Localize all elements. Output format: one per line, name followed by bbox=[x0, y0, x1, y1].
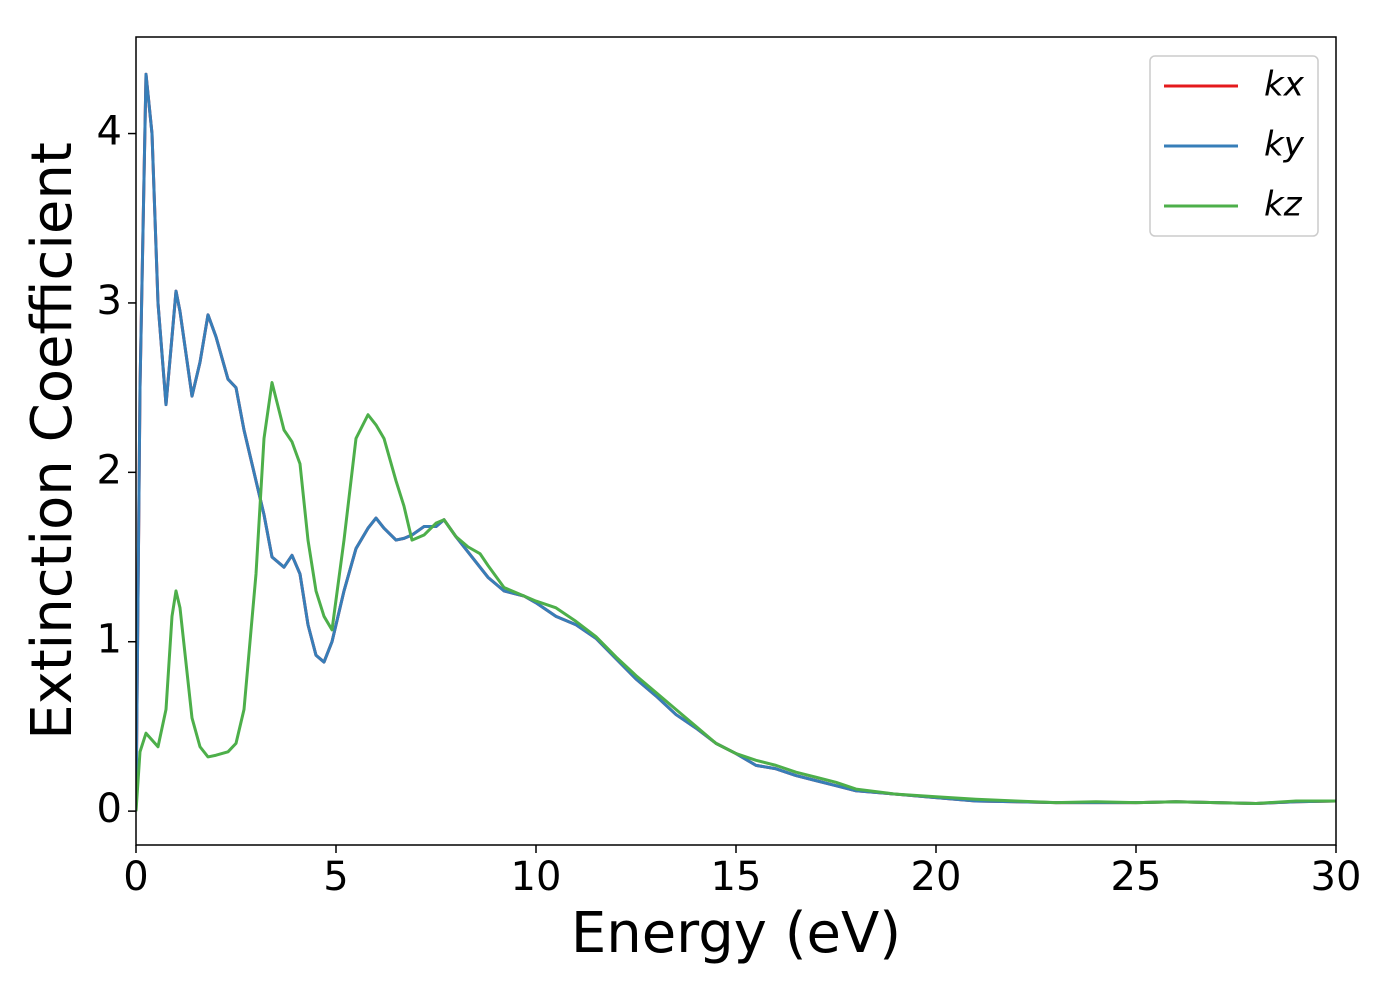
y-tick-label: 2 bbox=[97, 447, 122, 493]
x-tick-label: 0 bbox=[123, 854, 148, 900]
y-tick-label: 4 bbox=[97, 109, 122, 155]
x-tick-label: 20 bbox=[911, 854, 962, 900]
y-tick-label: 1 bbox=[97, 617, 122, 663]
x-tick-label: 25 bbox=[1111, 854, 1162, 900]
line-series bbox=[136, 381, 1336, 812]
x-axis-label: Energy (eV) bbox=[571, 901, 901, 966]
x-tick-label: 5 bbox=[323, 854, 348, 900]
legend-label: kz bbox=[1264, 185, 1303, 225]
legend-label: ky bbox=[1264, 125, 1305, 165]
x-tick-label: 10 bbox=[511, 854, 562, 900]
y-tick-label: 0 bbox=[97, 786, 122, 832]
y-tick-label: 3 bbox=[97, 278, 122, 324]
y-axis-label: Extinction Coefficient bbox=[20, 142, 85, 740]
x-tick-label: 15 bbox=[711, 854, 762, 900]
x-tick-label: 30 bbox=[1311, 854, 1362, 900]
plot-frame bbox=[135, 36, 1337, 846]
legend-label: kx bbox=[1264, 65, 1305, 105]
